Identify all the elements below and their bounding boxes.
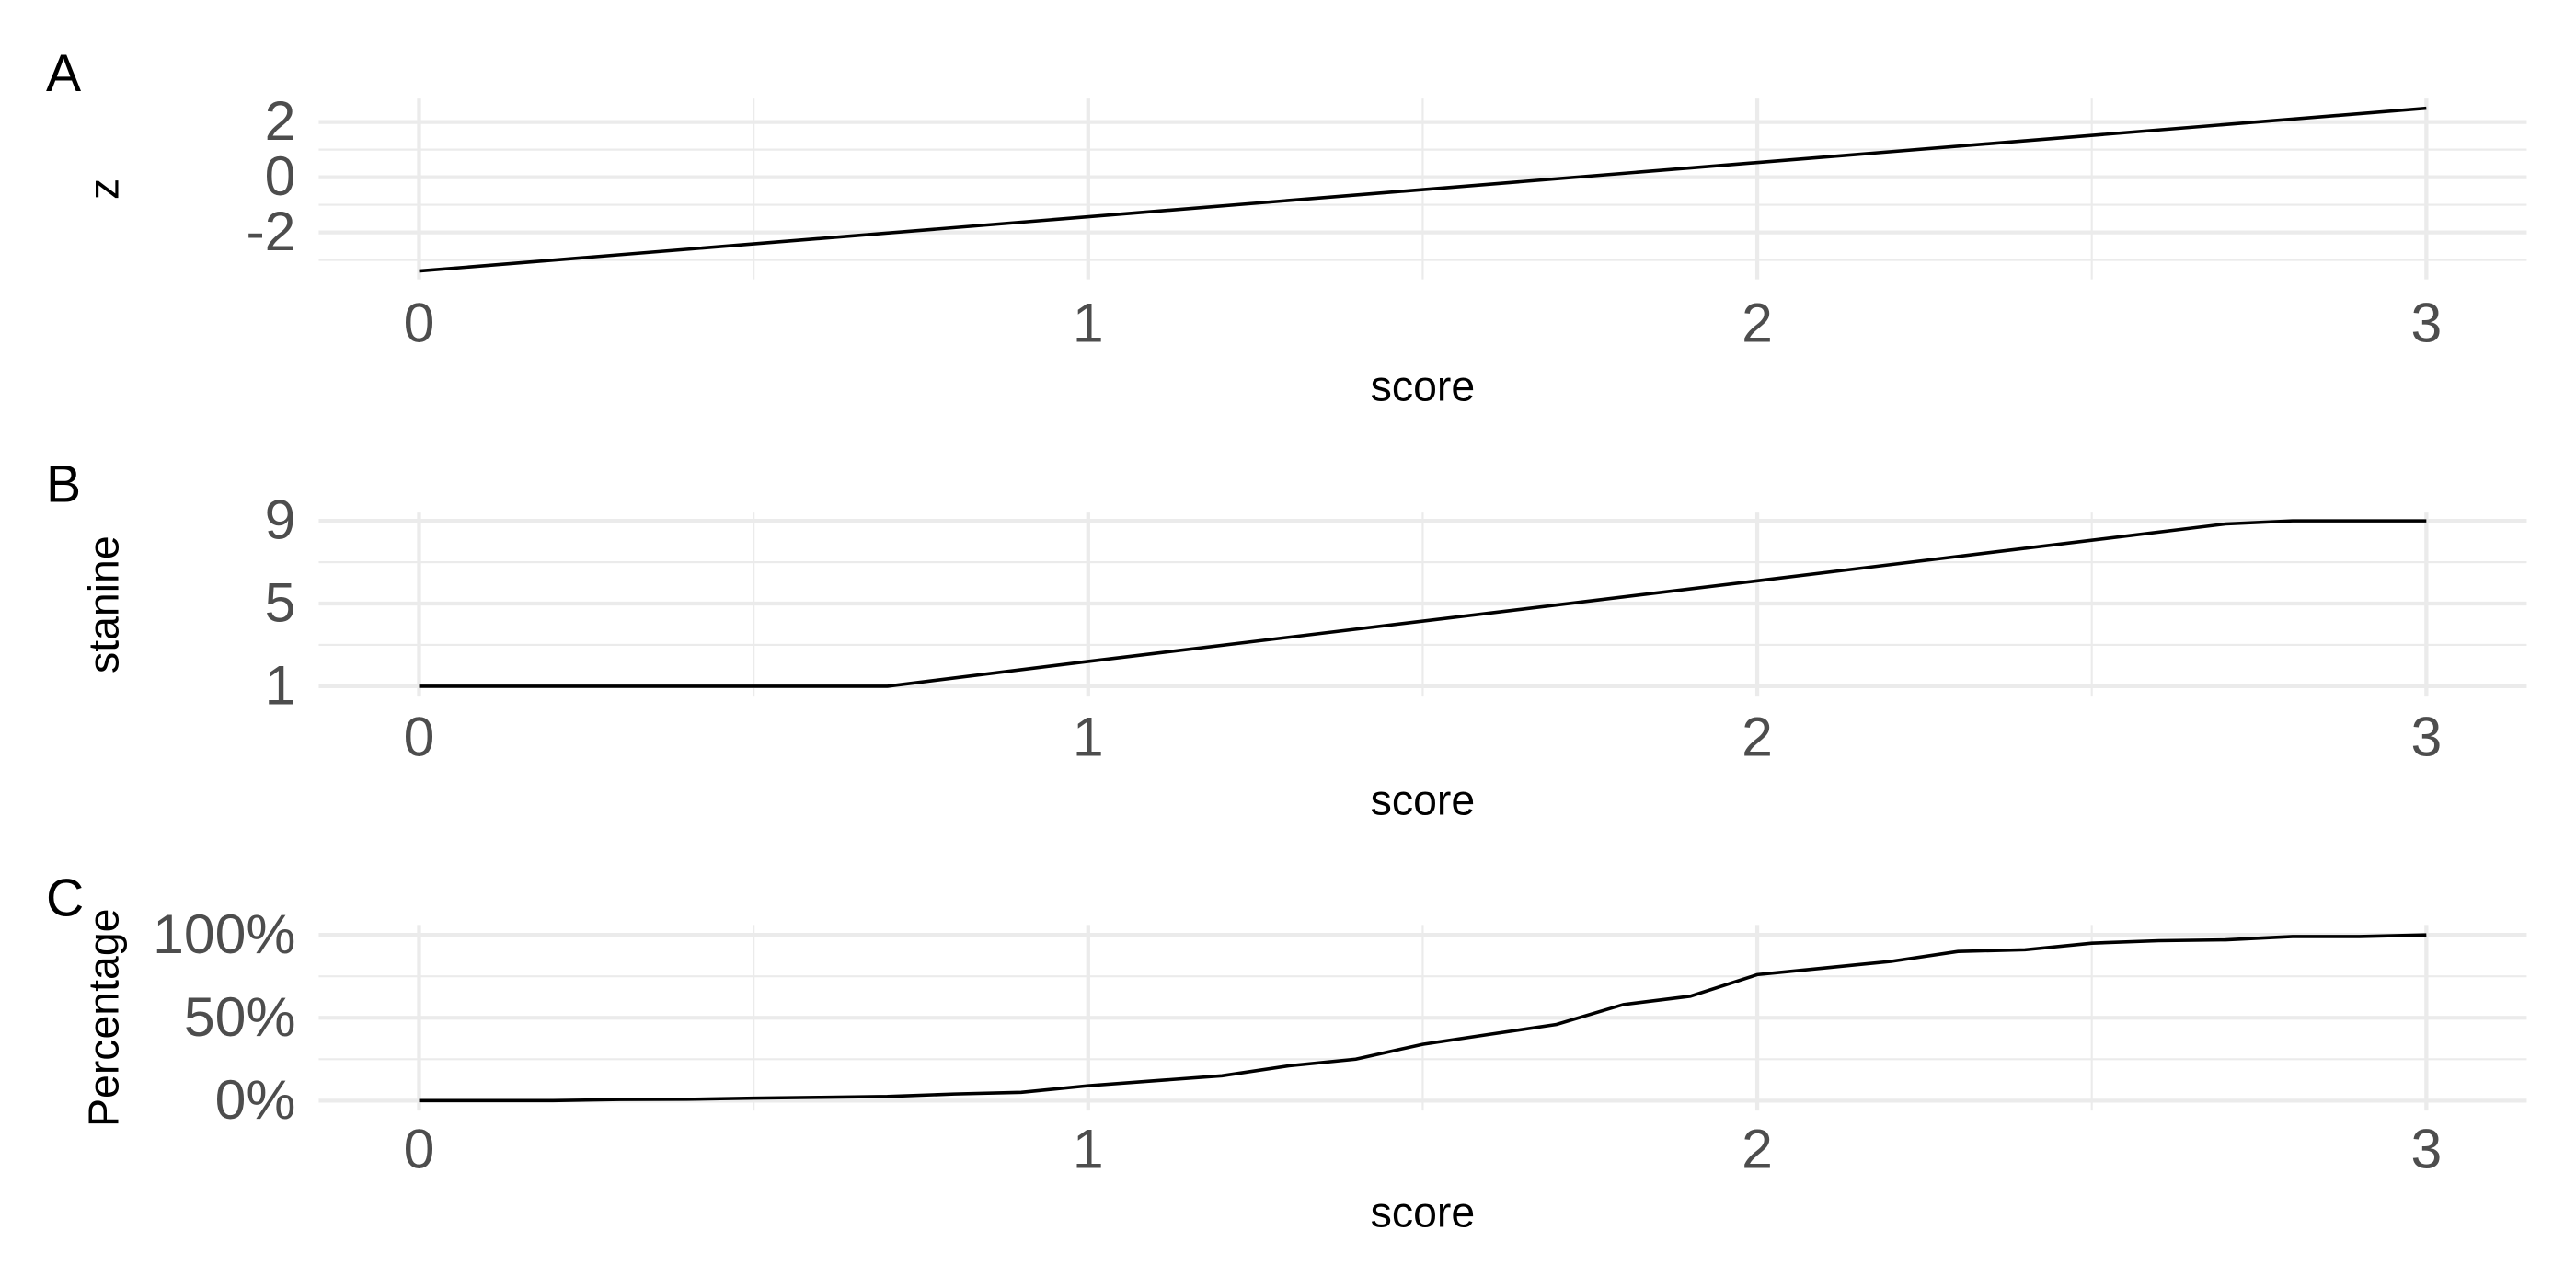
y-tick-label: 2 [265, 89, 296, 152]
y-axis-title: z [79, 178, 127, 200]
y-tick-label: 0 [265, 144, 296, 207]
data-line [419, 519, 2427, 688]
x-tick-label: 2 [1742, 1118, 1773, 1180]
y-tick-label: 100% [153, 903, 295, 965]
y-tick-label: 9 [265, 489, 296, 551]
x-tick-label: 3 [2410, 1118, 2442, 1180]
y-tick-label: 0% [215, 1068, 296, 1131]
panel-tag: C [46, 868, 84, 927]
y-axis-title: Percentage [79, 909, 127, 1127]
y-tick-label: 50% [184, 985, 296, 1048]
x-axis-title: score [1371, 1189, 1475, 1236]
panel-tag: A [46, 44, 81, 103]
x-axis-title: score [1371, 776, 1475, 823]
data-line [419, 933, 2427, 1103]
y-tick-label: 1 [265, 654, 296, 717]
x-tick-label: 2 [1742, 705, 1773, 767]
x-tick-label: 2 [1742, 291, 1773, 353]
y-tick-label: 5 [265, 571, 296, 634]
panel-tag: B [46, 454, 81, 513]
x-tick-label: 1 [1073, 291, 1104, 353]
y-tick-label: -2 [246, 200, 295, 262]
x-tick-label: 3 [2410, 291, 2442, 353]
x-tick-label: 1 [1073, 705, 1104, 767]
x-axis-title: score [1371, 362, 1475, 409]
x-tick-label: 1 [1073, 1118, 1104, 1180]
x-tick-label: 0 [404, 291, 435, 353]
x-tick-label: 0 [404, 705, 435, 767]
y-axis-title: stanine [79, 535, 127, 673]
x-tick-label: 0 [404, 1118, 435, 1180]
data-line [419, 106, 2427, 273]
x-tick-label: 3 [2410, 705, 2442, 767]
